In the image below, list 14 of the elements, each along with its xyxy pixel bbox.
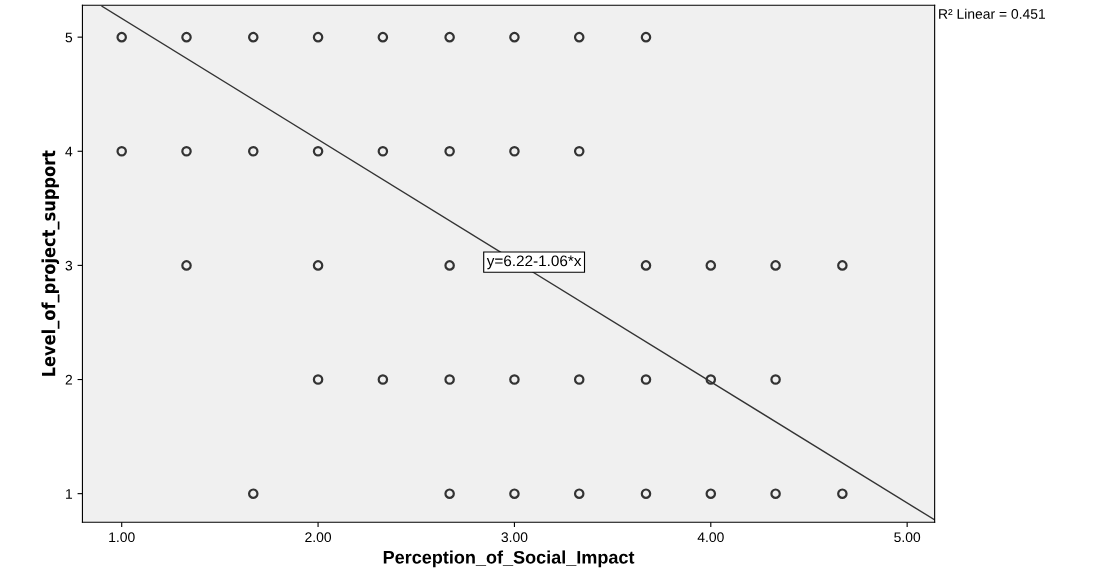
y-tick-label: 4: [65, 146, 73, 157]
y-axis-title: Level_of_project_support: [41, 150, 60, 376]
x-axis-title: Perception_of_Social_Impact: [383, 550, 635, 568]
y-tick-label: 5: [65, 32, 73, 43]
x-tick-label: 2.00: [305, 532, 332, 543]
y-tick-label: 1: [66, 489, 73, 499]
x-tick-label: 5.00: [894, 532, 921, 543]
x-tick-label: 4.00: [697, 532, 724, 543]
text: R² Linear = 0.451: [939, 8, 1046, 19]
y-tick-label: 3: [65, 260, 73, 271]
x-tick-label: 3.00: [501, 532, 528, 543]
y-tick-label: 2: [65, 374, 73, 385]
x-tick-label: 1.00: [109, 532, 135, 543]
annotation: y=6.22-1.06*x: [486, 255, 582, 270]
